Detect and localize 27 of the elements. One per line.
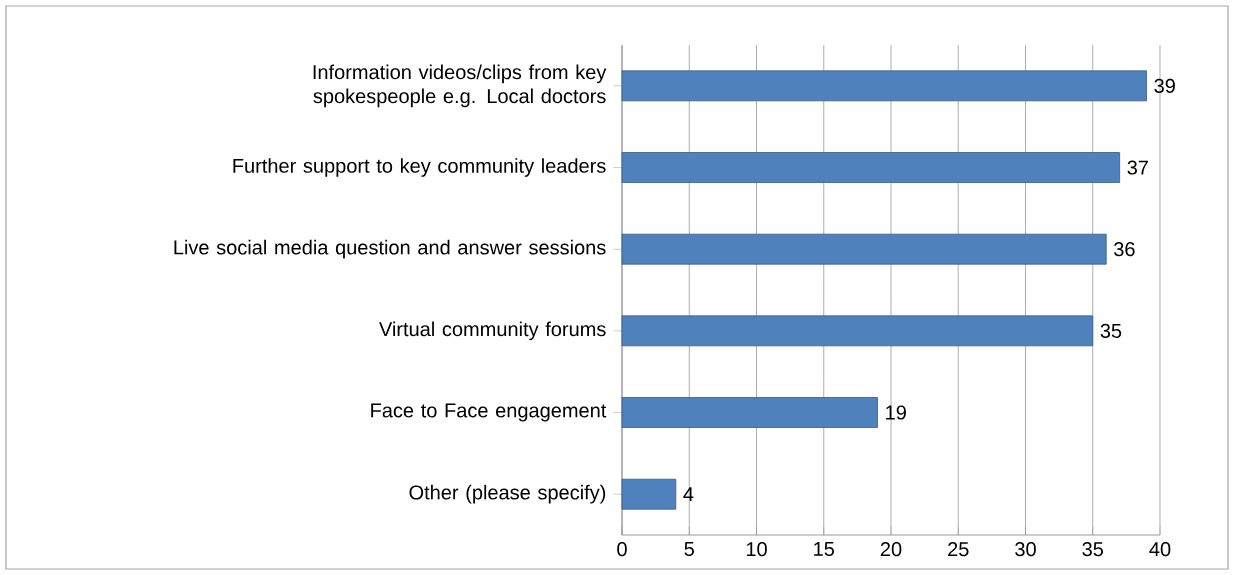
x-tick-label: 25 [948, 542, 969, 557]
bar [621, 397, 878, 428]
y-tick-label: Live social media question and answer sessions [174, 239, 606, 259]
y-tick-label: Virtual community forums [379, 321, 606, 341]
data-label: 36 [1114, 242, 1135, 257]
bar [621, 152, 1121, 183]
bar [621, 478, 677, 510]
x-tick-label: 40 [1149, 542, 1171, 557]
y-tick-label: Information videos/clips from key spokespeople e.g. Local doctors [313, 64, 607, 108]
data-label: 39 [1154, 78, 1175, 93]
y-tick-label: Other (please specify) [409, 484, 606, 504]
data-label: 37 [1127, 160, 1148, 175]
bar [621, 233, 1107, 265]
x-tick-label: 0 [617, 542, 627, 557]
bar [621, 70, 1147, 102]
bar [621, 315, 1094, 347]
x-tick-label: 15 [814, 542, 835, 557]
x-tick-label: 5 [684, 542, 694, 557]
data-label: 19 [886, 405, 906, 420]
x-tick-label: 35 [1082, 542, 1104, 557]
x-tick-label: 20 [880, 542, 902, 557]
x-tick-label: 30 [1015, 542, 1036, 557]
y-tick-label: Face to Face engagement [371, 403, 607, 422]
x-tick-label: 10 [746, 542, 767, 557]
data-label: 4 [683, 487, 694, 502]
y-tick-label: Further support to key community leaders [233, 158, 606, 177]
data-label: 35 [1100, 323, 1122, 338]
